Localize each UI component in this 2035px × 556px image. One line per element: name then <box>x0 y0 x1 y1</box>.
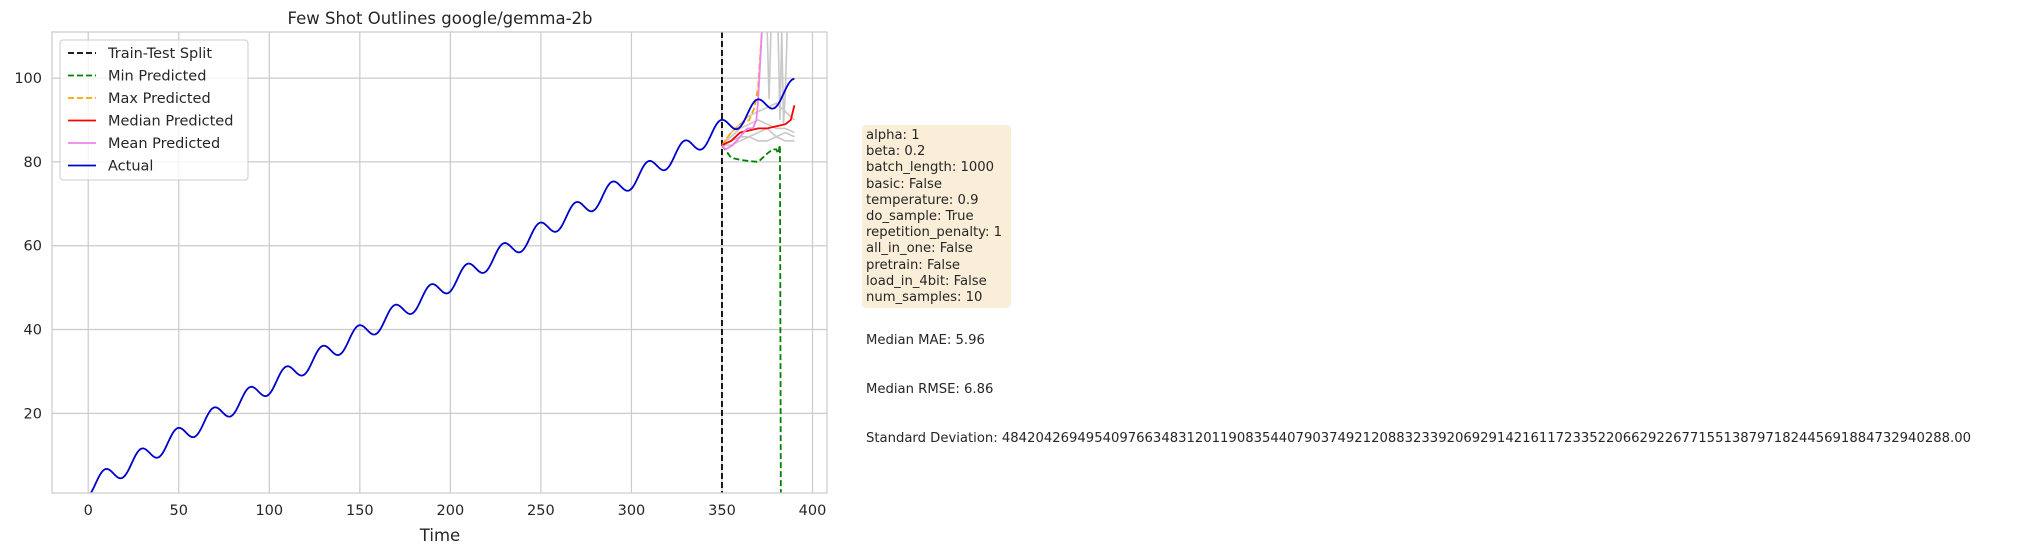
y-tick-label: 60 <box>24 239 42 255</box>
legend-label: Train-Test Split <box>107 46 212 62</box>
y-tick-labels: 20 40 60 80 100 <box>14 71 42 422</box>
legend-label: Median Predicted <box>108 114 233 130</box>
metrics-text: Median MAE: 5.96 Median RMSE: 6.86 Stand… <box>866 301 1971 463</box>
parameter-line: alpha: 1 <box>866 128 920 143</box>
y-tick-label: 20 <box>24 406 42 422</box>
plot-area <box>89 32 796 493</box>
legend-label: Max Predicted <box>108 91 211 107</box>
x-tick-label: 300 <box>618 503 646 519</box>
parameter-line: do_sample: True <box>866 209 974 225</box>
legend-box <box>59 39 249 181</box>
parameter-line: beta: 0.2 <box>866 144 926 160</box>
sample-prediction-line <box>721 119 795 146</box>
parameter-line: temperature: 0.9 <box>866 192 979 208</box>
x-tick-label: 200 <box>437 503 465 519</box>
parameter-line: pretrain: False <box>866 257 961 273</box>
x-tick-label: 100 <box>255 503 283 519</box>
x-axis-label: Time <box>419 526 460 545</box>
actual-line <box>89 77 795 493</box>
x-tick-label: 400 <box>799 503 827 519</box>
legend-label: Min Predicted <box>108 69 206 85</box>
grid <box>52 32 827 493</box>
y-tick-label: 80 <box>24 155 42 171</box>
standard-deviation: Standard Deviation: 48420426949540976634… <box>866 430 1971 446</box>
chart-title: Few Shot Outlines google/gemma-2b <box>288 9 593 28</box>
sample-prediction-line <box>721 131 795 146</box>
x-tick-label: 50 <box>170 503 188 519</box>
y-tick-label: 40 <box>24 323 42 339</box>
sample-prediction-line <box>766 32 772 100</box>
parameter-text: alpha: 1 beta: 0.2 batch_length: 1000 basic… <box>866 128 1002 306</box>
legend-label: Mean Predicted <box>108 136 220 152</box>
parameter-line: load_in_4bit: False <box>866 273 987 289</box>
x-tick-label: 350 <box>708 503 736 519</box>
parameter-line: num_samples: 10 <box>866 290 983 306</box>
sample-prediction-line <box>780 32 788 125</box>
mean-predicted-line <box>721 32 763 151</box>
median-predicted-line <box>721 105 796 146</box>
y-tick-label: 100 <box>14 71 42 87</box>
median-mae: Median MAE: 5.96 <box>866 333 985 349</box>
legend-label: Actual <box>108 159 153 175</box>
x-tick-label: 150 <box>346 503 374 519</box>
min-predicted-line <box>721 144 782 493</box>
median-rmse: Median RMSE: 6.86 <box>866 382 994 398</box>
x-tick-label: 0 <box>84 503 93 519</box>
plot-frame <box>51 31 828 494</box>
parameter-line: batch_length: 1000 <box>866 160 995 176</box>
x-tick-labels: 0 50 100 150 200 250 300 350 400 <box>84 503 827 519</box>
parameter-line: basic: False <box>866 176 942 192</box>
parameter-line: repetition_penalty: 1 <box>866 225 1003 241</box>
x-tick-label: 250 <box>527 503 555 519</box>
parameter-box <box>862 125 1011 308</box>
parameter-line: all_in_one: False <box>866 241 973 257</box>
legend: Train-Test Split Min Predicted Max Predict… <box>59 39 249 181</box>
sample-prediction-line <box>777 32 783 121</box>
